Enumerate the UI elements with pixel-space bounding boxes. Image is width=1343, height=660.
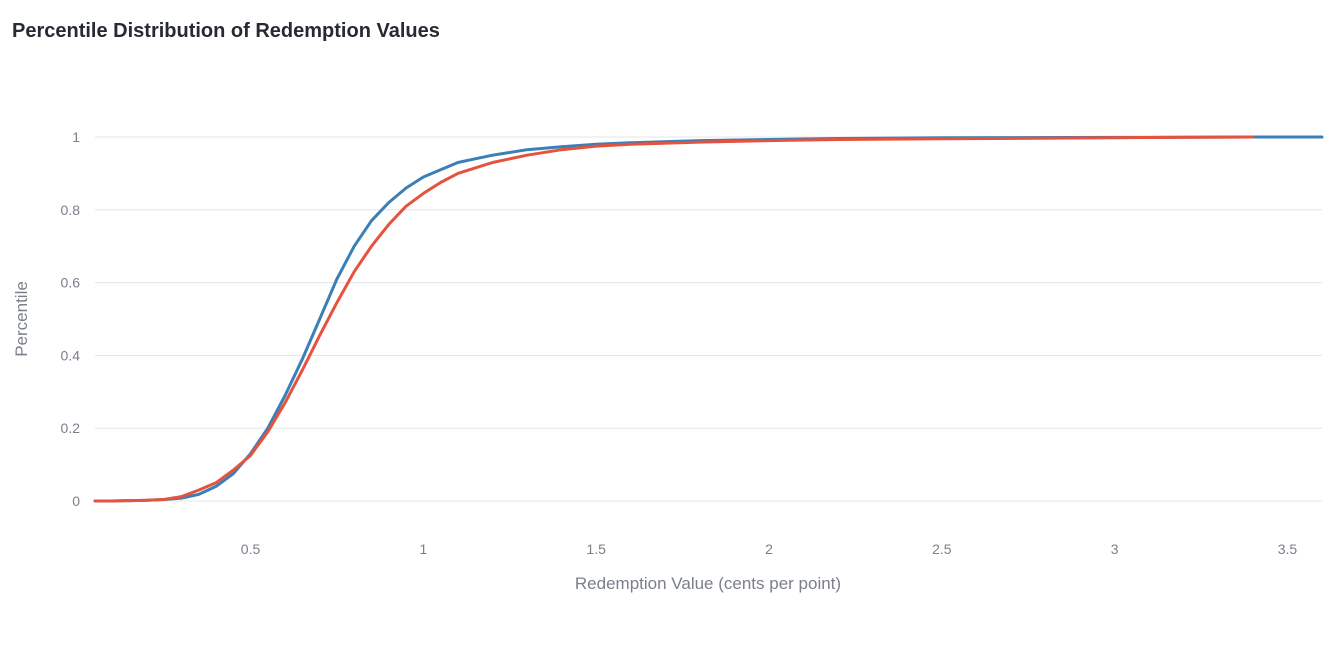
grid-lines — [95, 136, 1322, 502]
x-tick-label: 1 — [419, 541, 427, 557]
chart-title: Percentile Distribution of Redemption Va… — [12, 20, 440, 42]
y-tick-label: 0.8 — [61, 202, 81, 218]
y-axis-ticks: 0 0.2 0.4 0.6 0.8 1 — [61, 129, 81, 509]
x-tick-label: 2 — [765, 541, 773, 557]
x-axis-ticks: 0.5 1 1.5 2 2.5 3 3.5 — [241, 541, 1298, 557]
y-tick-label: 1 — [72, 129, 80, 145]
y-tick-label: 0.4 — [61, 347, 81, 363]
x-tick-label: 3.5 — [1278, 541, 1298, 557]
x-tick-label: 1.5 — [586, 541, 606, 557]
series-lines — [93, 135, 1324, 503]
x-tick-label: 0.5 — [241, 541, 261, 557]
x-tick-label: 2.5 — [932, 541, 952, 557]
series-line-1 — [93, 135, 1324, 503]
x-axis-label: Redemption Value (cents per point) — [575, 574, 841, 593]
y-tick-label: 0.6 — [61, 275, 81, 291]
series-line-2 — [93, 135, 1255, 503]
y-tick-label: 0 — [72, 493, 80, 509]
x-tick-label: 3 — [1111, 541, 1119, 557]
y-tick-label: 0.2 — [61, 420, 81, 436]
y-axis-label: Percentile — [12, 281, 31, 357]
